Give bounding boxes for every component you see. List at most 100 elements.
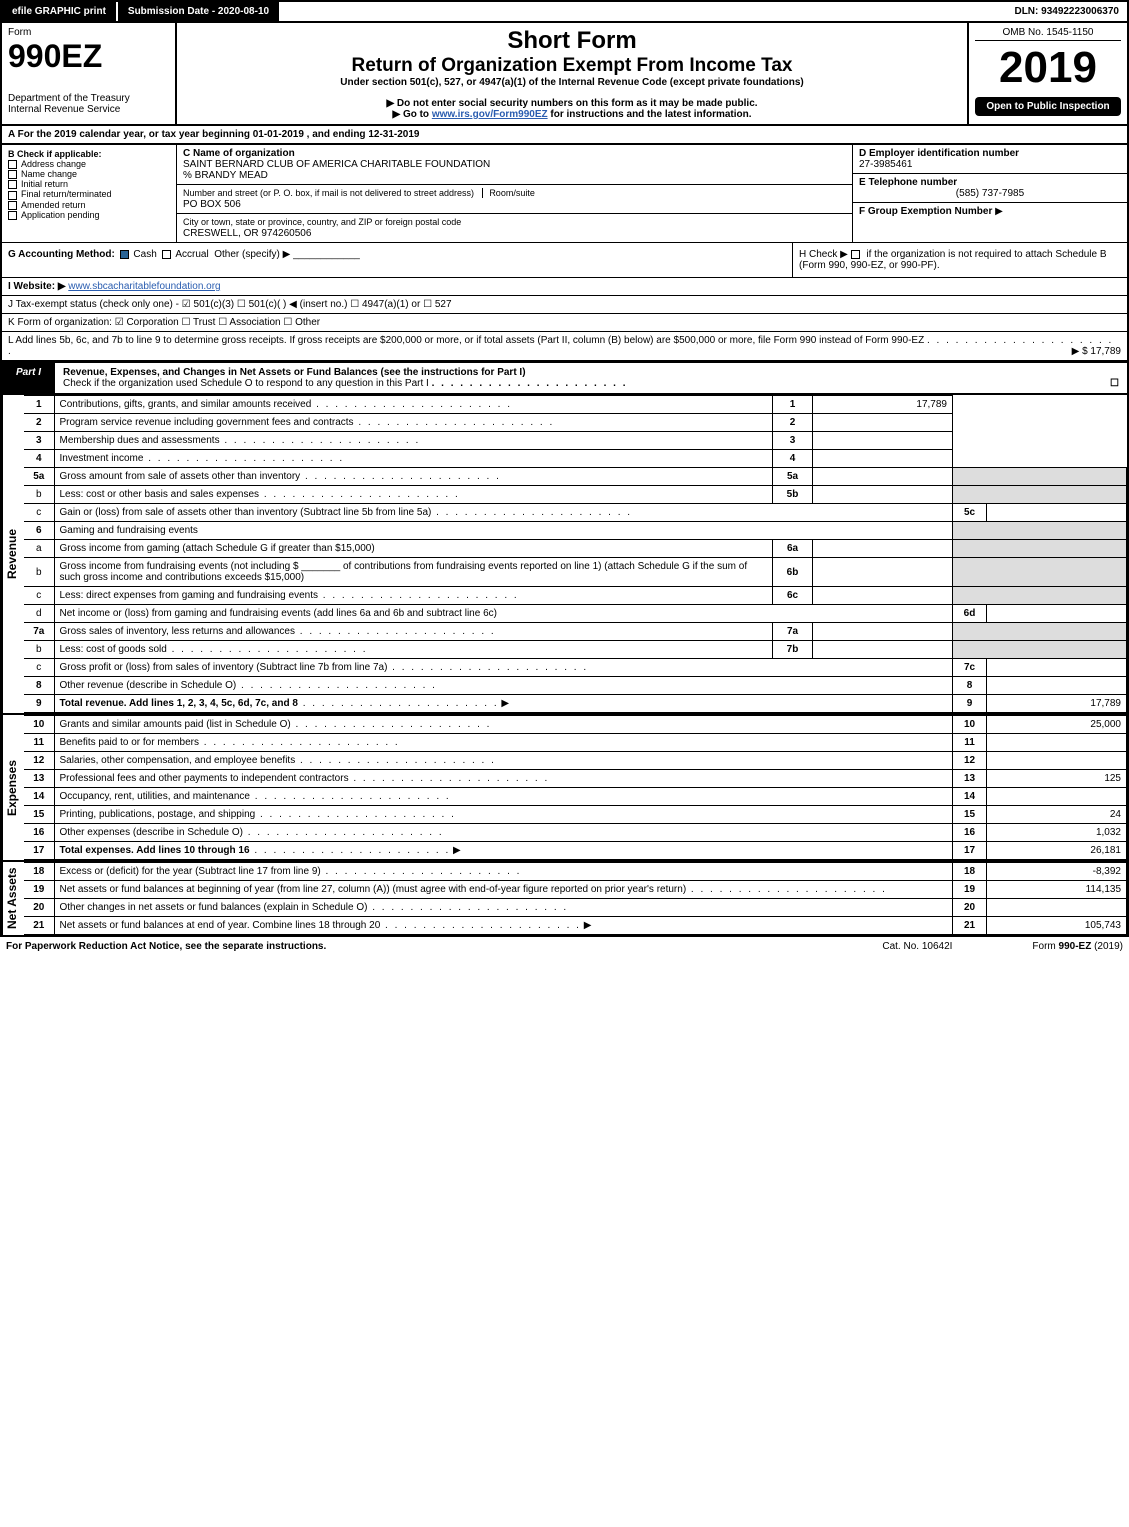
- b-item-2: Initial return: [21, 179, 68, 189]
- chk-h[interactable]: [851, 250, 860, 259]
- l15-v: 24: [987, 806, 1127, 824]
- org-name: SAINT BERNARD CLUB OF AMERICA CHARITABLE…: [183, 159, 490, 170]
- l5b-b: 5b: [773, 486, 813, 504]
- chk-cash[interactable]: [120, 250, 129, 259]
- h-text1: H Check ▶: [799, 249, 848, 260]
- l10-v: 25,000: [987, 716, 1127, 734]
- l21-text: Net assets or fund balances at end of ye…: [60, 920, 381, 931]
- j-text: J Tax-exempt status (check only one) - ☑…: [8, 299, 452, 310]
- l9-n: 9: [953, 695, 987, 713]
- shade: [953, 558, 1127, 587]
- omb-number: OMB No. 1545-1150: [975, 27, 1121, 41]
- c-street-block: Number and street (or P. O. box, if mail…: [177, 185, 852, 214]
- l12-v: [987, 752, 1127, 770]
- l19-n: 19: [953, 881, 987, 899]
- b-title: B Check if applicable:: [8, 149, 102, 159]
- l6a-text: Gross income from gaming (attach Schedul…: [60, 543, 375, 554]
- top-bar: efile GRAPHIC print Submission Date - 20…: [0, 0, 1129, 23]
- l14-n: 14: [953, 788, 987, 806]
- l8-text: Other revenue (describe in Schedule O): [60, 680, 237, 691]
- part-i-checkbox[interactable]: ☐: [1110, 378, 1119, 389]
- l15-n: 15: [953, 806, 987, 824]
- chk-application-pending[interactable]: [8, 211, 17, 220]
- f-block: F Group Exemption Number ▶: [853, 203, 1127, 220]
- irs-link[interactable]: www.irs.gov/Form990EZ: [432, 109, 548, 120]
- l18-n: 18: [953, 863, 987, 881]
- shade: [953, 623, 1127, 641]
- shade: [953, 486, 1127, 504]
- l-text: L Add lines 5b, 6c, and 7b to line 9 to …: [8, 335, 924, 346]
- header-left: Form 990EZ Department of the Treasury In…: [2, 23, 177, 124]
- efile-print-button[interactable]: efile GRAPHIC print: [2, 2, 118, 21]
- c-city-block: City or town, state or province, country…: [177, 214, 852, 242]
- shade: [953, 587, 1127, 605]
- page-footer: For Paperwork Reduction Act Notice, see …: [0, 937, 1129, 956]
- l2-text: Program service revenue including govern…: [60, 417, 354, 428]
- l4-v: [813, 450, 953, 468]
- chk-amended-return[interactable]: [8, 201, 17, 210]
- l7a-b: 7a: [773, 623, 813, 641]
- footer-right: Form 990-EZ (2019): [1032, 941, 1123, 952]
- l7c-v: [987, 659, 1127, 677]
- l14-text: Occupancy, rent, utilities, and maintena…: [60, 791, 250, 802]
- l18-text: Excess or (deficit) for the year (Subtra…: [60, 866, 321, 877]
- period-text: A For the 2019 calendar year, or tax yea…: [8, 129, 419, 140]
- b-item-3: Final return/terminated: [21, 189, 112, 199]
- chk-final-return[interactable]: [8, 191, 17, 200]
- shade: [953, 522, 1127, 540]
- l6-text: Gaming and fundraising events: [60, 525, 198, 536]
- l21-v: 105,743: [987, 917, 1127, 935]
- revenue-vlabel: Revenue: [2, 395, 24, 713]
- g-h-row: G Accounting Method: Cash Accrual Other …: [0, 243, 1129, 278]
- part-i-title: Revenue, Expenses, and Changes in Net As…: [55, 363, 1127, 393]
- open-to-public-box: Open to Public Inspection: [975, 97, 1121, 116]
- l14-v: [987, 788, 1127, 806]
- l17-text: Total expenses. Add lines 10 through 16: [60, 845, 250, 856]
- chk-accrual[interactable]: [162, 250, 171, 259]
- l7c-text: Gross profit or (loss) from sales of inv…: [60, 662, 388, 673]
- website-link[interactable]: www.sbcacharitablefoundation.org: [68, 281, 220, 292]
- l6d-n: 6d: [953, 605, 987, 623]
- l7c-n: 7c: [953, 659, 987, 677]
- l6c-b: 6c: [773, 587, 813, 605]
- short-form-title: Short Form: [183, 27, 961, 55]
- l13-v: 125: [987, 770, 1127, 788]
- l5b-v: [813, 486, 953, 504]
- part-i-header: Part I Revenue, Expenses, and Changes in…: [0, 362, 1129, 395]
- d-label: D Employer identification number: [859, 148, 1019, 159]
- ein-value: 27-3985461: [859, 159, 912, 170]
- g-cash: Cash: [133, 249, 156, 260]
- chk-name-change[interactable]: [8, 170, 17, 179]
- l4-text: Investment income: [60, 453, 144, 464]
- chk-initial-return[interactable]: [8, 180, 17, 189]
- g-block: G Accounting Method: Cash Accrual Other …: [2, 243, 792, 277]
- form-word: Form: [8, 27, 169, 38]
- l6b-text: Gross income from fundraising events (no…: [60, 561, 748, 583]
- h-block: H Check ▶ if the organization is not req…: [792, 243, 1127, 277]
- l2-n: 2: [773, 414, 813, 432]
- l6a-b: 6a: [773, 540, 813, 558]
- chk-address-change[interactable]: [8, 160, 17, 169]
- arrow-icon: ▶: [501, 698, 509, 709]
- l2-v: [813, 414, 953, 432]
- revenue-body: 1Contributions, gifts, grants, and simil…: [24, 395, 1127, 713]
- form-header: Form 990EZ Department of the Treasury In…: [0, 23, 1129, 126]
- b-item-1: Name change: [21, 169, 77, 179]
- b-item-5: Application pending: [21, 210, 100, 220]
- l-amount: ▶ $ 17,789: [1072, 346, 1121, 357]
- l9-v: 17,789: [987, 695, 1127, 713]
- l7b-text: Less: cost of goods sold: [60, 644, 167, 655]
- i-label: I Website: ▶: [8, 281, 66, 292]
- l6c-text: Less: direct expenses from gaming and fu…: [60, 590, 318, 601]
- part-i-title-text: Revenue, Expenses, and Changes in Net As…: [63, 367, 526, 378]
- l5c-n: 5c: [953, 504, 987, 522]
- l12-n: 12: [953, 752, 987, 770]
- expenses-vlabel: Expenses: [2, 715, 24, 860]
- return-title: Return of Organization Exempt From Incom…: [183, 55, 961, 77]
- l20-text: Other changes in net assets or fund bala…: [60, 902, 368, 913]
- l5c-text: Gain or (loss) from sale of assets other…: [60, 507, 432, 518]
- l20-v: [987, 899, 1127, 917]
- l1-v: 17,789: [813, 396, 953, 414]
- street-label: Number and street (or P. O. box, if mail…: [183, 188, 474, 198]
- arrow-icon: ▶: [453, 845, 461, 856]
